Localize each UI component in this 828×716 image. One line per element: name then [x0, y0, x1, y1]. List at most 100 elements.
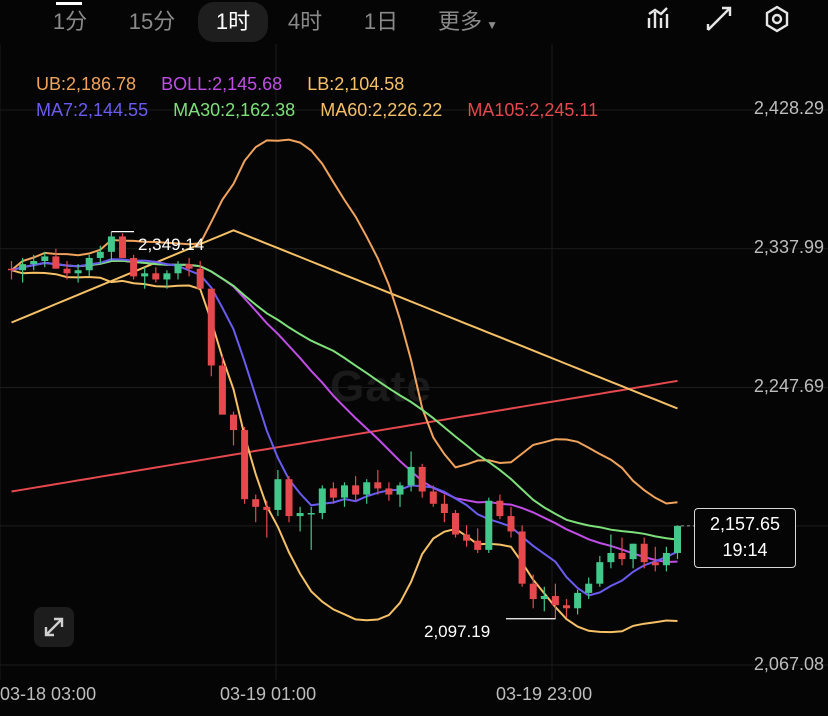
candle-body	[485, 500, 493, 550]
candle-body	[285, 479, 293, 517]
candle-body	[230, 414, 237, 431]
tab-1h[interactable]: 1时	[198, 2, 268, 42]
candle-body	[407, 466, 415, 486]
candle-body	[141, 273, 149, 277]
candle-body	[618, 552, 626, 560]
candle-body	[463, 534, 471, 541]
candle-body	[174, 264, 182, 274]
candle-body	[85, 257, 93, 271]
tab-more[interactable]: 更多 ▼	[428, 2, 508, 42]
candle-body	[318, 488, 326, 514]
candle-body	[662, 552, 670, 566]
candle-body	[241, 430, 249, 500]
candle-body	[474, 540, 482, 550]
boll-mid-line	[11, 259, 678, 564]
ma30-line	[11, 259, 678, 541]
indicator-icon[interactable]	[644, 4, 674, 34]
ma-legend: MA7:2,144.55 MA30:2,162.38 MA60:2,226.22…	[36, 100, 618, 121]
candle-body	[507, 516, 515, 532]
ma105-line	[11, 379, 678, 493]
candle-body	[263, 506, 271, 510]
legend-ma60: MA60:2,226.22	[320, 100, 443, 120]
candle-body	[640, 543, 648, 563]
candle-body	[329, 488, 337, 498]
candle-body	[651, 562, 659, 566]
tab-4h[interactable]: 4时	[287, 9, 323, 34]
candle-body	[574, 592, 582, 609]
candle-body	[352, 485, 360, 495]
legend-boll: BOLL:2,145.68	[161, 74, 283, 94]
candle-body	[107, 236, 115, 252]
tab-more-label: 更多	[438, 9, 483, 34]
candle-body	[252, 499, 260, 507]
candle-body	[96, 251, 104, 258]
candle-body	[296, 513, 304, 517]
candle-body	[218, 365, 226, 415]
legend-ma30: MA30:2,162.38	[173, 100, 296, 120]
ma7-line	[11, 258, 678, 597]
tab-15m[interactable]: 15分	[128, 9, 176, 34]
candle-body	[41, 256, 49, 262]
candle-body	[119, 236, 126, 258]
candle-body	[629, 543, 637, 560]
candle-body	[19, 264, 27, 271]
chevron-down-icon: ▼	[486, 18, 498, 32]
candle-body	[674, 525, 681, 553]
boll-lower-line	[11, 269, 678, 634]
current-price: 2,157.65	[709, 514, 781, 534]
candle-body	[163, 273, 171, 280]
time-tick: 03-19 23:00	[496, 684, 593, 704]
tab-1d[interactable]: 1日	[363, 9, 399, 34]
candle-body	[185, 264, 193, 269]
candle-body	[529, 583, 537, 600]
candle-body	[585, 583, 593, 593]
candle-body	[274, 479, 282, 510]
legend-ma7: MA7:2,144.55	[36, 100, 149, 120]
candle-body	[130, 257, 138, 277]
time-tick: 03-19 01:00	[220, 684, 317, 704]
candle-body	[8, 268, 15, 271]
candle-body	[429, 491, 437, 504]
high-price-label: 2,349.14	[138, 235, 205, 254]
timeframe-tabs: 1分 15分 1时 4时 1日 更多 ▼	[0, 0, 828, 44]
price-tick: 2,337.99	[753, 237, 824, 257]
candle-body	[452, 513, 459, 535]
candle-body	[363, 482, 371, 495]
tab-1m[interactable]: 1分	[52, 9, 88, 34]
price-tick: 2,067.08	[753, 654, 824, 674]
time-tick: 03-18 03:00	[0, 684, 97, 704]
tab-indicator	[56, 2, 82, 5]
candle-body	[551, 595, 559, 606]
fullscreen-button[interactable]	[34, 607, 74, 647]
candle-body	[607, 552, 615, 563]
candle-body	[440, 503, 448, 514]
boll-upper-line	[10, 138, 678, 505]
candle-body	[63, 268, 71, 274]
candle-body	[30, 261, 38, 265]
price-tick: 2,247.69	[753, 376, 824, 396]
candle-body	[396, 485, 404, 495]
candle-body	[52, 256, 60, 269]
candle-body	[385, 488, 393, 495]
settings-icon[interactable]	[762, 4, 792, 34]
candle-body	[518, 531, 526, 584]
draw-icon[interactable]	[704, 4, 734, 34]
candle-body	[596, 562, 604, 584]
candle-body	[152, 273, 160, 280]
low-price-label: 2,097.19	[424, 622, 491, 641]
legend-ma105: MA105:2,245.11	[467, 100, 599, 120]
expand-icon	[44, 617, 64, 637]
candle-body	[563, 605, 570, 609]
legend-lb: LB:2,104.58	[307, 74, 405, 94]
candle-body	[341, 485, 348, 498]
candle-body	[307, 513, 315, 515]
candle-body	[496, 500, 504, 517]
candle-body	[196, 268, 204, 289]
current-price-box: 2,157.65 19:14	[694, 508, 796, 568]
candle-body	[540, 595, 548, 600]
ma60-line	[11, 229, 678, 410]
legend-ub: UB:2,186.78	[36, 74, 137, 94]
price-tick: 2,428.29	[753, 98, 824, 118]
candle-body	[207, 288, 215, 366]
